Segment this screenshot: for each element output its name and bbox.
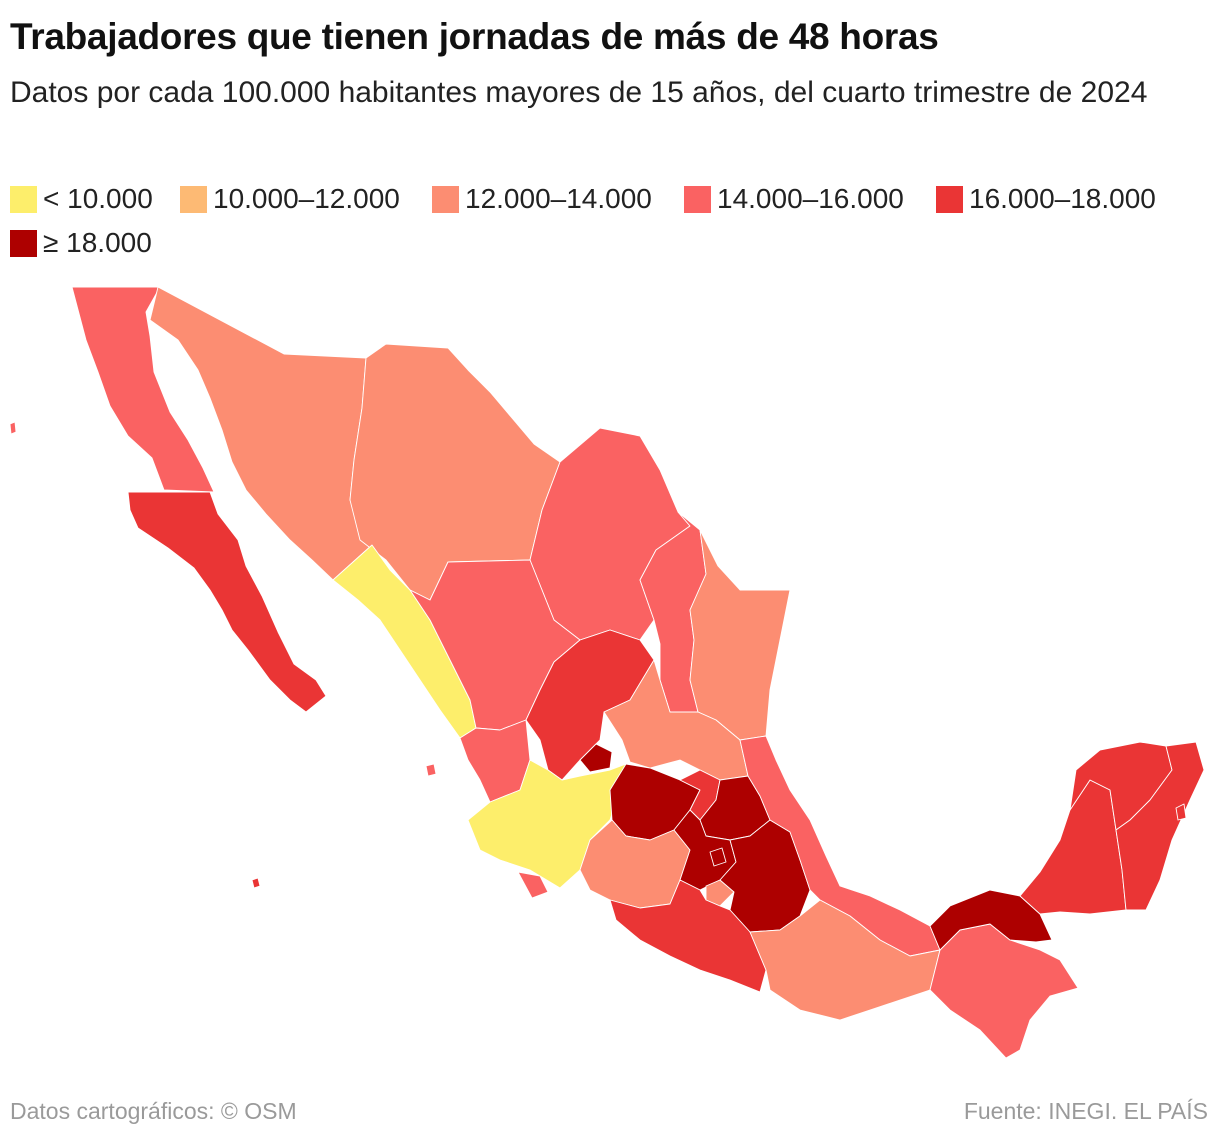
legend-swatch [10,185,37,213]
legend-swatch [180,185,207,213]
state-quintana-roo [1115,741,1205,911]
state-ciudad-de-mexico [709,847,727,867]
legend-swatch [432,185,459,213]
legend-item-12000-14000: 12.000–14.000 [432,182,652,216]
state-tabasco [929,889,1053,951]
chart-title: Trabajadores que tienen jornadas de más … [10,16,939,57]
island-cozumel [1175,803,1187,821]
legend-swatch [936,185,963,213]
state-zacatecas [525,629,655,781]
state-nayarit [459,719,531,803]
legend-item-gte-18000: ≥ 18.000 [10,226,152,260]
map-data-credit: Datos cartográficos: © OSM [10,1098,297,1124]
legend-label: 10.000–12.000 [213,183,400,214]
state-colima [517,871,549,899]
legend-item-16000-18000: 16.000–18.000 [936,182,1156,216]
legend-item-lt-10000: < 10.000 [10,182,153,216]
island-revillagigedo [251,877,261,889]
legend-label: < 10.000 [43,183,153,214]
state-baja-california-sur [127,491,327,713]
island-islas-marias [425,763,437,777]
legend-label: 16.000–18.000 [969,183,1156,214]
legend-label: 14.000–16.000 [717,183,904,214]
source-credit: Fuente: INEGI. EL PAÍS [963,1098,1208,1124]
legend-swatch [10,229,37,257]
legend-label: ≥ 18.000 [43,227,152,258]
state-baja-california [71,286,215,493]
chart-subtitle: Datos por cada 100.000 habitantes mayore… [10,76,1148,109]
state-aguascalientes [579,743,613,773]
legend-item-14000-16000: 14.000–16.000 [684,182,904,216]
island-guadalupe [9,421,17,435]
state-chiapas [929,923,1079,1059]
state-tamaulipas [689,529,791,741]
legend-swatch [684,185,711,213]
legend-label: 12.000–14.000 [465,183,652,214]
legend-item-10000-12000: 10.000–12.000 [180,182,400,216]
mexico-choropleth-map [9,286,1205,1059]
